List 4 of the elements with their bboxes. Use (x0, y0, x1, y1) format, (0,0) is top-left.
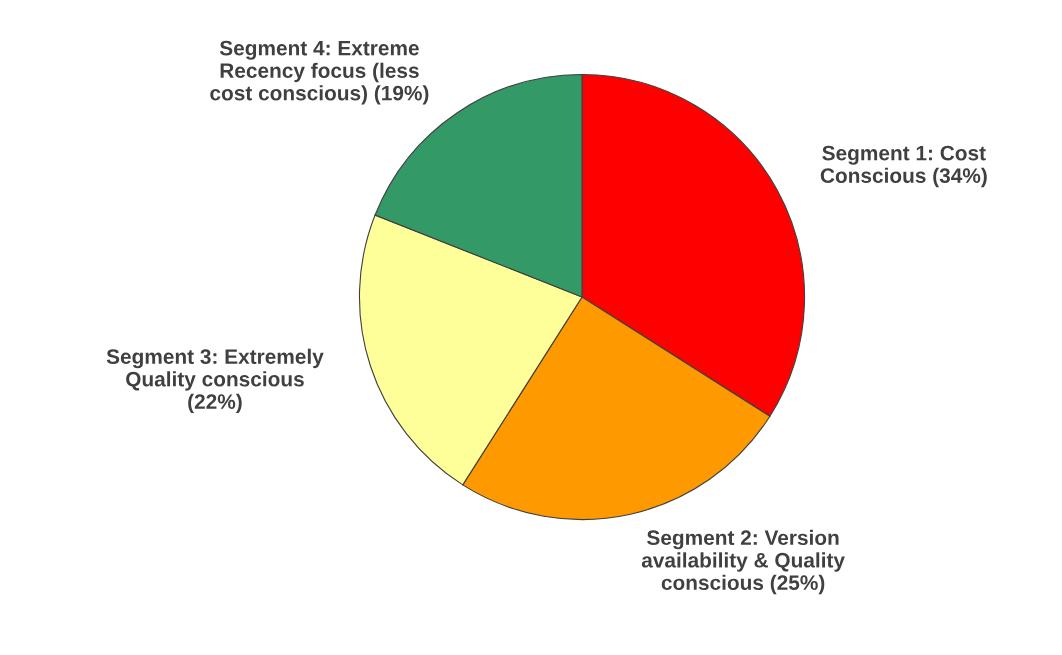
slice-label: Segment 3: Extremely Quality conscious (22%) (106, 348, 324, 414)
slice-label: Segment 1: Cost Conscious (34%) (820, 145, 987, 188)
slice-label: Segment 2: Version availability & Quality conscious (25%) (641, 529, 845, 595)
slice-label: Segment 4: Extreme Recency focus (less cost conscious) (19%) (210, 40, 429, 105)
